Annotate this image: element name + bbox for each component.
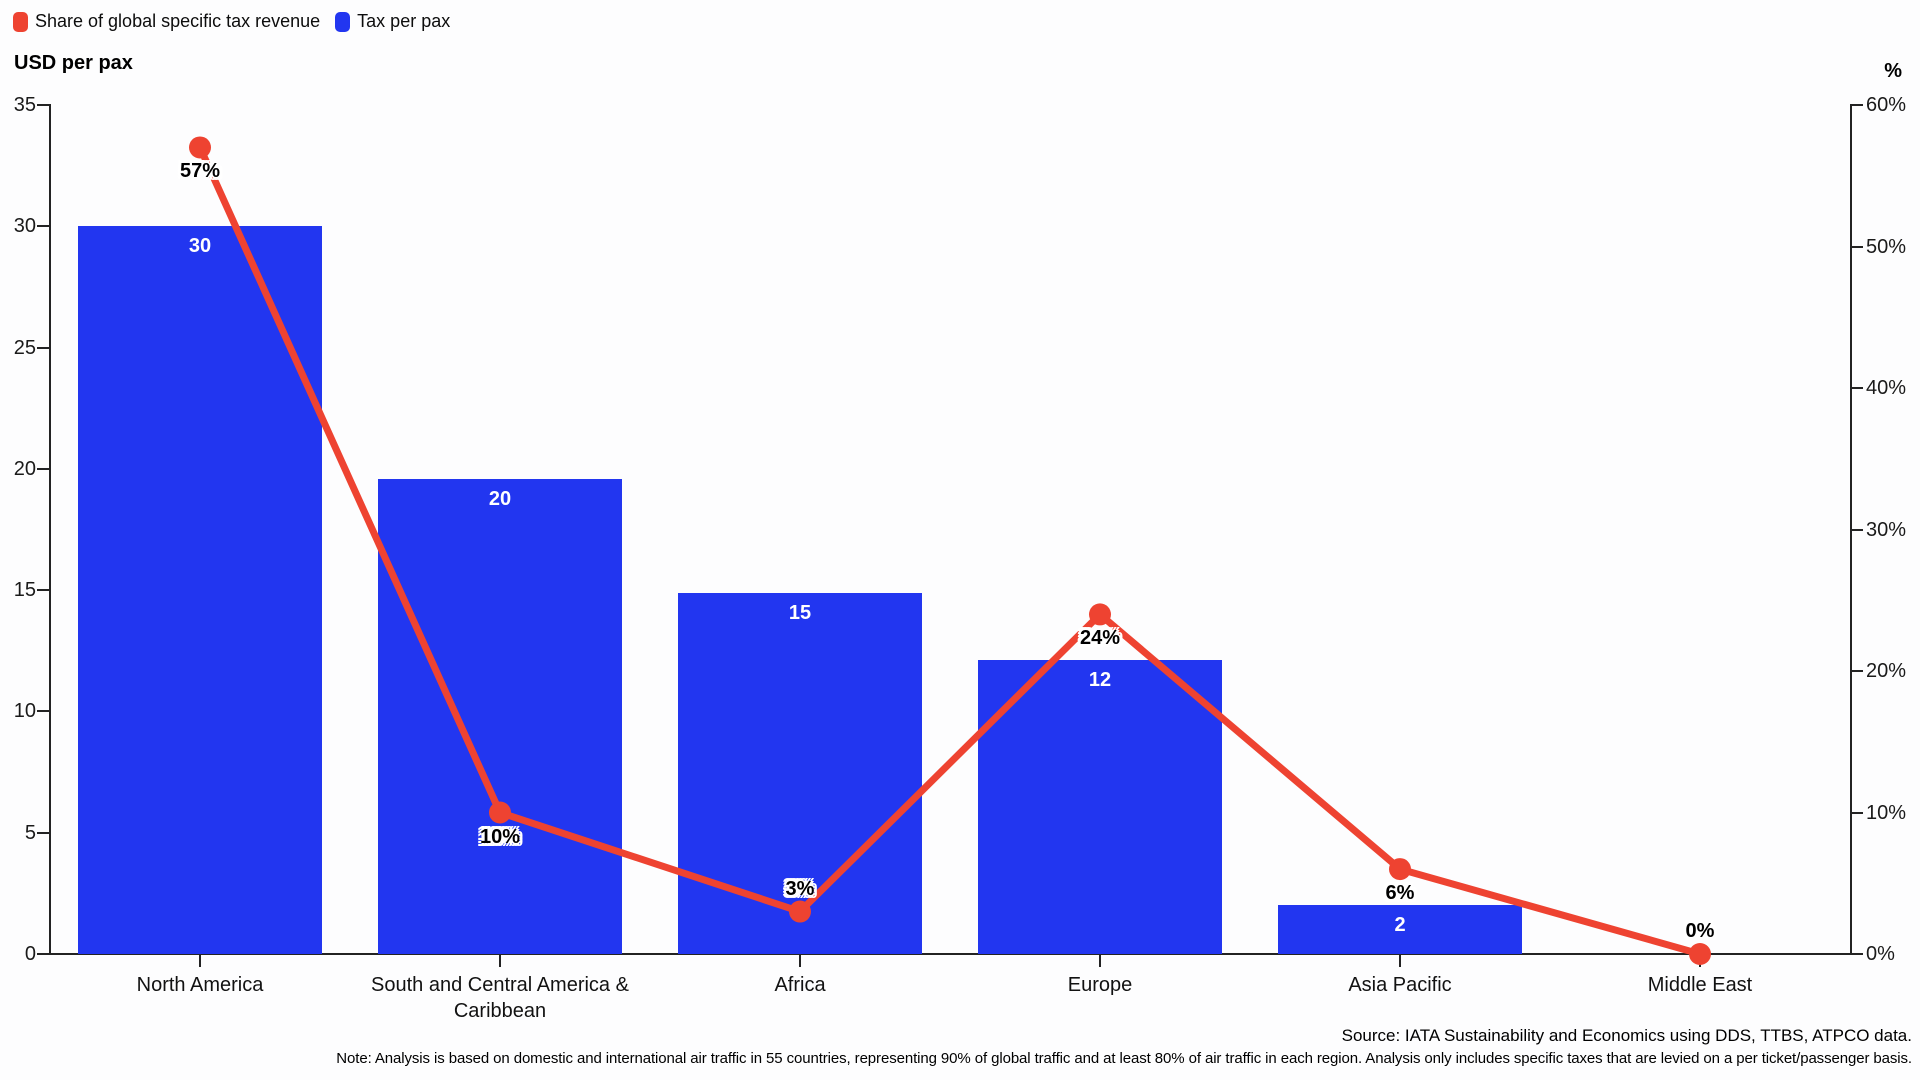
line-point	[189, 136, 211, 159]
right-axis-tick	[1851, 528, 1863, 531]
left-axis-title: USD per pax	[14, 52, 133, 74]
bar-value-label: 2	[1394, 914, 1406, 937]
right-axis-tick	[1851, 953, 1863, 955]
right-axis-tick	[1851, 104, 1863, 106]
left-axis-tick	[37, 225, 49, 228]
source-text: Source: IATA Sustainability and Economic…	[1341, 1026, 1912, 1045]
left-axis-line	[49, 104, 51, 955]
category-label: North America	[136, 974, 264, 996]
category-label: Europe	[1067, 974, 1133, 996]
left-axis-tick-label: 20	[13, 457, 36, 480]
category-tick	[1399, 955, 1401, 967]
legend-item-line-series: Share of global specific tax revenue	[13, 11, 320, 32]
line-point	[1389, 858, 1411, 881]
bar: 2	[1278, 905, 1522, 954]
left-axis-tick-label: 5	[24, 821, 36, 844]
line-point-label: 24%	[1079, 627, 1121, 650]
line-point-label: 3%	[785, 877, 815, 900]
category-tick	[1099, 955, 1101, 967]
left-axis-tick	[37, 710, 49, 713]
right-axis-tick-label: 30%	[1866, 518, 1907, 541]
line-point-label: 57%	[179, 160, 221, 183]
right-axis-tick-label: 10%	[1866, 801, 1907, 824]
line-point	[489, 801, 511, 824]
bottom-axis-line	[49, 953, 1852, 955]
right-axis-tick	[1851, 811, 1863, 814]
right-axis-tick	[1851, 387, 1863, 389]
legend-label-bar: Tax per pax	[357, 11, 451, 31]
right-axis-tick	[1851, 670, 1863, 672]
left-axis-tick-label: 10	[13, 700, 36, 723]
category-label: Asia Pacific	[1348, 974, 1452, 996]
left-axis-tick-label: 30	[13, 215, 36, 238]
right-axis-tick	[1851, 245, 1863, 248]
right-axis-tick-label: 0%	[1866, 943, 1895, 965]
left-axis-tick	[37, 104, 49, 106]
category-label: South and Central America & Caribbean	[371, 974, 629, 1022]
left-axis-tick	[37, 589, 49, 592]
right-axis-tick-label: 20%	[1866, 660, 1907, 682]
bar-value-label: 30	[188, 235, 212, 258]
legend-swatch-line	[13, 11, 28, 32]
line-path	[196, 143, 1704, 958]
category-label: Middle East	[1647, 974, 1753, 996]
left-axis-tick-label: 35	[13, 94, 36, 116]
legend-item-bar-series: Tax per pax	[335, 11, 450, 32]
left-axis-tick-label: 0	[24, 943, 36, 965]
line-point	[1689, 943, 1711, 965]
right-axis-tick-label: 60%	[1866, 94, 1907, 116]
bar: 30	[78, 226, 322, 954]
left-axis-tick-label: 15	[13, 579, 36, 602]
right-axis-tick-label: 40%	[1866, 377, 1907, 399]
line-point-label: 6%	[1385, 882, 1415, 905]
left-axis-tick-label: 25	[13, 336, 36, 359]
left-axis-tick	[37, 953, 49, 955]
bar-value-label: 15	[788, 601, 812, 624]
bar-value-label: 12	[1088, 669, 1112, 692]
legend-label-line: Share of global specific tax revenue	[35, 11, 321, 31]
line-point-label: 10%	[479, 825, 521, 848]
category-tick	[799, 955, 801, 967]
bar: 20	[378, 478, 622, 954]
bar: 15	[678, 592, 922, 954]
bar-value-label: 20	[488, 487, 512, 510]
category-tick	[199, 955, 201, 967]
left-axis-tick	[37, 467, 49, 470]
left-axis-tick	[37, 346, 49, 349]
line-point-label: 0%	[1685, 920, 1715, 942]
legend: Share of global specific tax revenue Tax…	[13, 11, 450, 32]
category-label: Africa	[774, 974, 826, 996]
note-text: Note: Analysis is based on domestic and …	[336, 1050, 1912, 1067]
right-axis-title: %	[1884, 60, 1902, 82]
right-axis-tick-label: 50%	[1866, 235, 1907, 258]
category-tick	[499, 955, 501, 967]
legend-swatch-bar	[335, 11, 351, 32]
line-point	[1089, 603, 1111, 626]
bar: 12	[978, 660, 1222, 954]
line-point	[789, 900, 811, 923]
left-axis-tick	[37, 831, 49, 834]
